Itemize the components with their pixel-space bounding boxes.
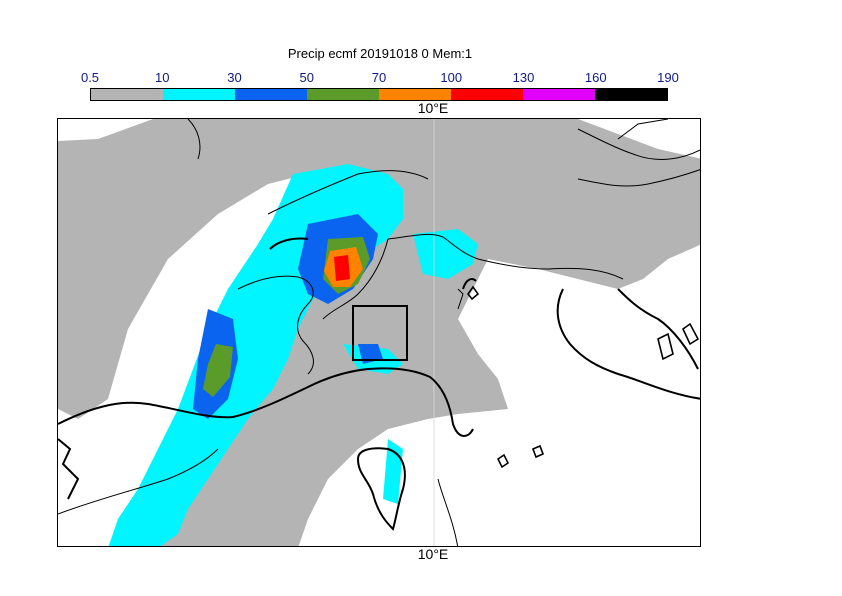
colorbar-tick: 100 xyxy=(440,70,463,85)
precip-area-red xyxy=(334,255,350,281)
coastlines xyxy=(58,237,700,531)
colorbar-segment xyxy=(595,89,667,100)
region-box xyxy=(352,305,408,361)
longitude-label-bottom: 10°E xyxy=(417,546,449,562)
colorbar-segment xyxy=(235,89,307,100)
islands xyxy=(466,285,700,469)
colorbar-segment xyxy=(163,89,235,100)
colorbar-tick: 130 xyxy=(512,70,535,85)
colorbar-segment xyxy=(451,89,523,100)
colorbar-tick: 160 xyxy=(584,70,607,85)
colorbar-tick: 70 xyxy=(371,70,387,85)
colorbar-segment xyxy=(307,89,379,100)
colorbar-tick: 10 xyxy=(155,70,170,85)
colorbar-segment xyxy=(523,89,595,100)
colorbar xyxy=(90,88,668,101)
colorbar-segment xyxy=(379,89,451,100)
colorbar-tick: 190 xyxy=(657,70,679,85)
map-canvas xyxy=(58,119,700,546)
map-title: Precip ecmf 20191018 0 Mem:1 xyxy=(287,46,473,61)
colorbar-tick: 50 xyxy=(299,70,314,85)
precip-map xyxy=(57,118,701,547)
country-borders xyxy=(58,119,700,546)
longitude-label-top: 10°E xyxy=(417,100,449,116)
colorbar-tick: 0.5 xyxy=(80,70,100,85)
colorbar-ticks: 0.5 10 30 50 70 100 130 160 190 xyxy=(81,70,679,86)
colorbar-tick: 30 xyxy=(227,70,242,85)
colorbar-segment xyxy=(91,89,163,100)
